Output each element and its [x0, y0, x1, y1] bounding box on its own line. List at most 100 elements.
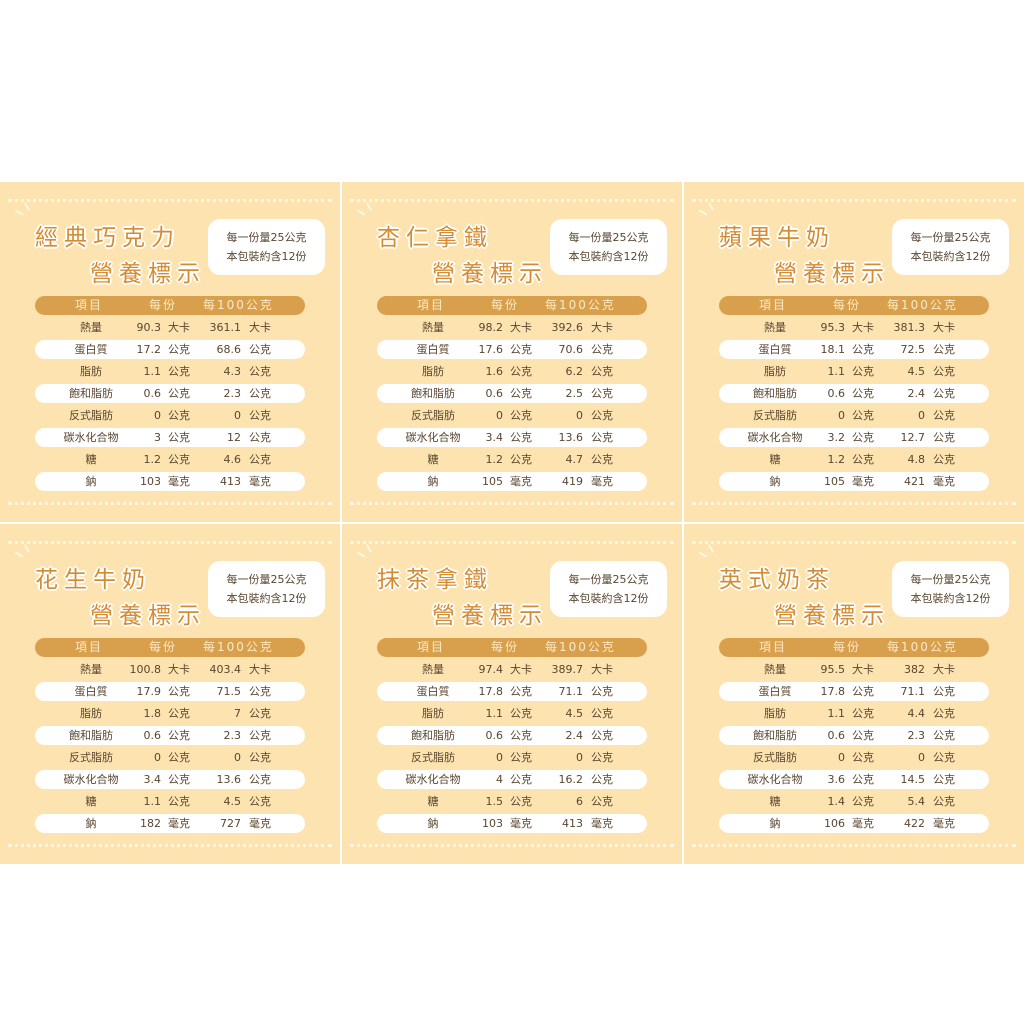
nutrient-name: 碳水化合物	[405, 773, 461, 786]
per-serving-unit: 公克	[852, 343, 874, 356]
nutrient-name: 反式脂肪	[753, 409, 797, 422]
nutrient-name: 碳水化合物	[405, 431, 461, 444]
nutrient-name: 糖	[769, 453, 781, 466]
table-row: 鈉 182 毫克 727 毫克	[35, 814, 305, 833]
per-serving-value: 106	[824, 817, 845, 830]
header-item: 項目	[75, 298, 104, 312]
per-serving-value: 3.2	[827, 431, 846, 444]
per-serving-unit: 毫克	[852, 475, 874, 488]
per-100g-value: 71.5	[216, 685, 242, 698]
table-row: 熱量 100.8 大卡 403.4 大卡	[35, 660, 305, 679]
per-serving-unit: 公克	[852, 751, 874, 764]
per-serving-value: 90.3	[136, 321, 162, 334]
table-row: 糖 1.2 公克 4.6 公克	[35, 450, 305, 469]
nutrition-panel: 抹茶拿鐵 營養標示 每一份量25公克 本包裝約含12份 項目 每份 每100公克…	[342, 524, 682, 864]
sparkle-decoration	[23, 202, 31, 211]
table-row: 熱量 95.5 大卡 382 大卡	[719, 660, 989, 679]
table-row: 蛋白質 17.2 公克 68.6 公克	[35, 340, 305, 359]
per-serving-unit: 公克	[168, 707, 190, 720]
table-row: 飽和脂肪 0.6 公克 2.3 公克	[719, 726, 989, 745]
sparkle-decoration	[698, 551, 708, 558]
per-100g-unit: 公克	[249, 751, 271, 764]
per-serving-value: 105	[482, 475, 503, 488]
table-header: 項目 每份 每100公克	[35, 638, 305, 657]
per-serving-unit: 公克	[510, 453, 532, 466]
per-serving-unit: 公克	[852, 409, 874, 422]
nutrient-name: 反式脂肪	[411, 751, 455, 764]
per-serving-value: 0.6	[485, 387, 504, 400]
per-serving-unit: 大卡	[168, 663, 190, 676]
nutrient-name: 脂肪	[80, 707, 102, 720]
per-serving-value: 1.1	[143, 365, 162, 378]
per-100g-unit: 大卡	[933, 321, 955, 334]
servings-per-pack: 本包裝約含12份	[568, 592, 649, 605]
per-100g-value: 381.3	[893, 321, 926, 334]
table-row: 飽和脂肪 0.6 公克 2.3 公克	[35, 726, 305, 745]
header-per-100g: 每100公克	[887, 640, 958, 654]
per-serving-unit: 大卡	[168, 321, 190, 334]
per-serving-unit: 公克	[168, 685, 190, 698]
dotted-divider	[350, 844, 674, 847]
per-100g-value: 4.5	[907, 365, 926, 378]
per-100g-unit: 毫克	[249, 817, 271, 830]
nutrient-name: 蛋白質	[416, 685, 450, 698]
sparkle-decoration	[707, 544, 715, 553]
table-row: 碳水化合物 3.2 公克 12.7 公克	[719, 428, 989, 447]
per-100g-value: 389.7	[551, 663, 584, 676]
table-header: 項目 每份 每100公克	[377, 638, 647, 657]
header-per-100g: 每100公克	[545, 298, 616, 312]
nutrient-name: 碳水化合物	[747, 431, 803, 444]
sparkle-decoration	[365, 202, 373, 211]
header-per-100g: 每100公克	[545, 640, 616, 654]
nutrient-name: 鈉	[85, 817, 97, 830]
per-serving-unit: 公克	[510, 751, 532, 764]
label-subtitle: 營養標示	[432, 603, 548, 629]
table-header: 項目 每份 每100公克	[35, 296, 305, 315]
per-serving-unit: 公克	[510, 773, 532, 786]
per-serving-value: 1.4	[827, 795, 846, 808]
nutrient-name: 熱量	[422, 663, 444, 676]
per-100g-value: 0	[576, 751, 583, 764]
dotted-divider	[692, 541, 1016, 544]
table-row: 熱量 95.3 大卡 381.3 大卡	[719, 318, 989, 337]
per-100g-unit: 大卡	[249, 663, 271, 676]
per-100g-unit: 毫克	[933, 817, 955, 830]
table-row: 反式脂肪 0 公克 0 公克	[35, 406, 305, 425]
nutrient-name: 蛋白質	[74, 685, 108, 698]
nutrient-name: 鈉	[427, 475, 439, 488]
per-100g-unit: 公克	[933, 729, 955, 742]
per-100g-value: 421	[904, 475, 925, 488]
per-100g-value: 4.6	[223, 453, 242, 466]
table-row: 蛋白質 17.8 公克 71.1 公克	[719, 682, 989, 701]
nutrient-name: 飽和脂肪	[411, 729, 455, 742]
per-100g-value: 4.4	[907, 707, 926, 720]
per-serving-unit: 大卡	[852, 663, 874, 676]
per-serving-value: 1.2	[143, 453, 162, 466]
dotted-divider	[350, 541, 674, 544]
per-100g-unit: 公克	[933, 707, 955, 720]
nutrient-name: 碳水化合物	[63, 431, 119, 444]
nutrient-name: 反式脂肪	[753, 751, 797, 764]
table-row: 反式脂肪 0 公克 0 公克	[377, 748, 647, 767]
per-serving-value: 0	[154, 751, 161, 764]
per-serving-unit: 公克	[852, 773, 874, 786]
per-serving-value: 17.2	[136, 343, 162, 356]
header-per-serving: 每份	[149, 298, 178, 312]
per-100g-unit: 公克	[591, 453, 613, 466]
per-100g-value: 72.5	[900, 343, 926, 356]
per-serving-value: 0.6	[827, 729, 846, 742]
nutrient-name: 熱量	[764, 663, 786, 676]
per-serving-value: 17.8	[820, 685, 846, 698]
per-100g-value: 7	[234, 707, 241, 720]
sparkle-decoration	[698, 209, 708, 216]
label-subtitle: 營養標示	[774, 603, 890, 629]
per-100g-unit: 公克	[591, 343, 613, 356]
per-serving-value: 0.6	[485, 729, 504, 742]
table-row: 糖 1.2 公克 4.8 公克	[719, 450, 989, 469]
per-100g-unit: 公克	[591, 365, 613, 378]
nutrient-name: 蛋白質	[74, 343, 108, 356]
per-serving-value: 17.8	[478, 685, 504, 698]
table-row: 脂肪 1.1 公克 4.5 公克	[377, 704, 647, 723]
header-item: 項目	[417, 298, 446, 312]
nutrient-name: 蛋白質	[416, 343, 450, 356]
